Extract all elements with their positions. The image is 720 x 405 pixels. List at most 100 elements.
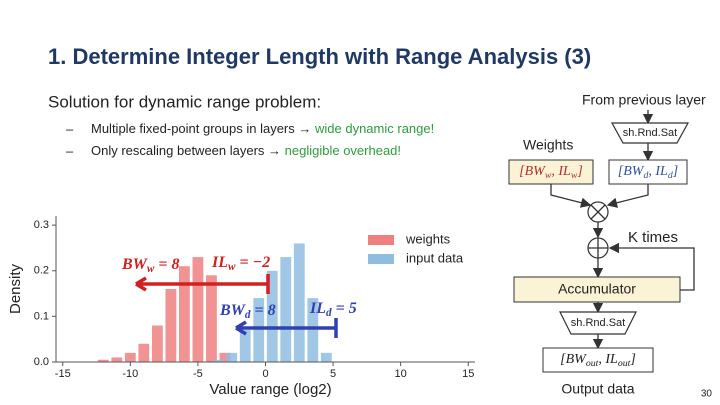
diagram-label: [BWd, ILd] (618, 164, 678, 181)
bar (138, 343, 150, 362)
bar (307, 298, 319, 362)
text-part: , IL (648, 164, 668, 179)
box (513, 276, 681, 303)
annotation: BWd = 8 (219, 302, 276, 321)
text-part: = 8 (251, 302, 276, 319)
diagram-label: sh.Rnd.Sat (623, 127, 677, 139)
bar (239, 330, 251, 362)
bar (206, 275, 217, 362)
legend-swatch (368, 254, 394, 264)
bar (97, 359, 109, 362)
bar (253, 298, 265, 362)
subscript: w (147, 263, 155, 275)
subscript: out (586, 358, 599, 369)
text-part: IL (211, 254, 228, 271)
text-part: , IL (551, 164, 571, 179)
box (542, 347, 654, 373)
diagram-label: Weights (523, 137, 573, 153)
page-number: 30 (701, 389, 713, 400)
bullets: – Multiple fixed-point groups in layers →… (66, 121, 434, 158)
x-tick-label: -15 (55, 368, 71, 380)
subscript: out (618, 358, 631, 369)
bar (151, 325, 163, 362)
text-part: ] (629, 352, 635, 367)
bullet-marker: – (66, 121, 74, 136)
x-tick-label: 0 (262, 368, 268, 380)
bar (111, 357, 123, 362)
text-part: BW (121, 256, 149, 273)
text-part: = 5 (332, 300, 357, 317)
diagram-label: Accumulator (558, 281, 636, 297)
bar (320, 352, 332, 362)
subtitle: Solution for dynamic range problem: (48, 92, 321, 111)
text-part: = −2 (235, 254, 270, 271)
text-part: ] (576, 164, 582, 179)
text-part: = 8 (154, 256, 179, 273)
subscript: w (545, 170, 552, 181)
box (608, 159, 688, 185)
subscript: d (643, 170, 648, 181)
arrow (608, 242, 695, 291)
x-tick-label: -10 (122, 368, 138, 380)
y-tick-label: 0.0 (34, 356, 49, 368)
bar (192, 257, 204, 362)
subscript: w (571, 170, 578, 181)
x-tick-label: 10 (395, 368, 407, 380)
bullet: Only rescaling between layers → negligib… (91, 143, 401, 158)
subscript: w (228, 261, 236, 273)
box (508, 159, 594, 185)
y-tick-label: 0.3 (34, 219, 49, 231)
text-part: ] (672, 164, 678, 179)
text-part: IL (309, 300, 326, 317)
x-tick-label: 15 (462, 368, 474, 380)
text-part: BW (219, 302, 247, 319)
box (610, 122, 690, 144)
y-tick-label: 0.1 (34, 310, 49, 322)
subscript: d (668, 170, 673, 181)
range-arrow (235, 318, 338, 338)
bar (293, 243, 305, 362)
diagram-label: [BWw, ILw] (519, 164, 583, 181)
text-part: , IL (598, 352, 618, 367)
legend-label: weights (405, 231, 451, 246)
subscript: d (326, 307, 332, 319)
box (559, 311, 637, 335)
bar (178, 266, 190, 362)
bar (212, 359, 224, 362)
x-tick-label: 5 (330, 368, 336, 380)
bullet-text: Multiple fixed-point groups in layers → (91, 121, 315, 136)
diagram-label: [BWout, ILout] (560, 352, 636, 369)
diagram-label: sh.Rnd.Sat (571, 317, 625, 329)
y-tick-label: 0.2 (34, 265, 49, 277)
times-sign (590, 204, 606, 220)
diagram-label: K times (628, 229, 678, 246)
bar (226, 352, 238, 362)
text-part: [BW (560, 352, 587, 367)
bullet-highlight: wide dynamic range! (314, 121, 434, 136)
bullet-highlight: negligible overhead! (285, 143, 401, 158)
y-axis-label: Density (7, 263, 24, 314)
annotation: BWw = 8 (121, 256, 180, 275)
text-part: [BW (519, 164, 546, 179)
text-part: [BW (618, 164, 645, 179)
plus-sign (588, 238, 608, 258)
legend-swatch (368, 235, 394, 245)
diagram: From previous layer Weights sh.Rnd.Sat [… (508, 92, 706, 397)
range-arrow (135, 274, 270, 294)
bar (219, 352, 231, 362)
diagram-label: From previous layer (582, 92, 706, 108)
annotation: ILd = 5 (309, 300, 357, 319)
bar (266, 270, 278, 362)
x-axis-label: Value range (log2) (209, 381, 331, 398)
diagram-label: Output data (561, 381, 634, 397)
bullet: Multiple fixed-point groups in layers → … (91, 121, 434, 136)
chart: 0.0 0.1 0.2 0.3 -15 -10 -5 0 5 10 15 Value range (l… (7, 216, 475, 398)
bullet-marker: – (66, 143, 74, 158)
bar (165, 289, 177, 362)
x-tick-label: -5 (193, 368, 203, 380)
arrow (550, 184, 592, 208)
bar (280, 257, 292, 362)
annotation: ILw = −2 (211, 254, 270, 273)
title: 1. Determine Integer Length with Range A… (48, 44, 591, 69)
